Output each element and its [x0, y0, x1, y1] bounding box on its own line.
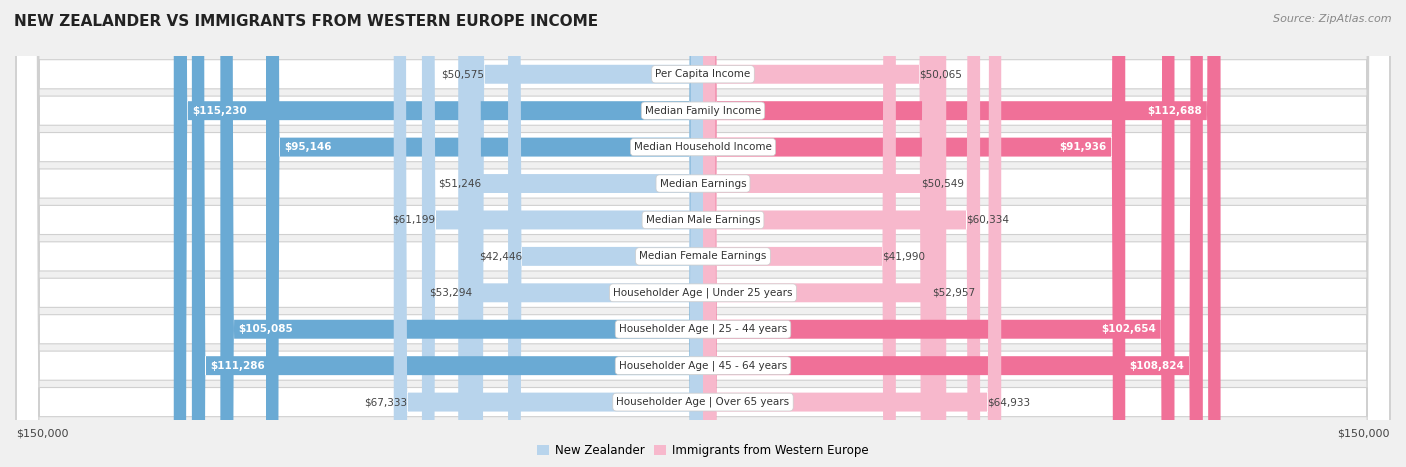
Text: $150,000: $150,000	[17, 428, 69, 439]
FancyBboxPatch shape	[703, 0, 1202, 467]
Text: Median Female Earnings: Median Female Earnings	[640, 251, 766, 262]
Text: $60,334: $60,334	[966, 215, 1010, 225]
Text: $50,575: $50,575	[441, 69, 485, 79]
FancyBboxPatch shape	[458, 0, 703, 467]
FancyBboxPatch shape	[703, 0, 934, 467]
Text: $111,286: $111,286	[211, 361, 264, 371]
FancyBboxPatch shape	[17, 0, 1389, 467]
FancyBboxPatch shape	[174, 0, 703, 467]
Text: $91,936: $91,936	[1060, 142, 1107, 152]
Text: Median Family Income: Median Family Income	[645, 106, 761, 116]
Text: $50,065: $50,065	[920, 69, 962, 79]
FancyBboxPatch shape	[17, 0, 1389, 467]
FancyBboxPatch shape	[468, 0, 703, 467]
Text: $115,230: $115,230	[193, 106, 247, 116]
Text: $53,294: $53,294	[429, 288, 472, 298]
Text: NEW ZEALANDER VS IMMIGRANTS FROM WESTERN EUROPE INCOME: NEW ZEALANDER VS IMMIGRANTS FROM WESTERN…	[14, 14, 598, 29]
Text: $50,549: $50,549	[921, 178, 965, 189]
Text: $51,246: $51,246	[439, 178, 481, 189]
FancyBboxPatch shape	[394, 0, 703, 467]
FancyBboxPatch shape	[703, 0, 1125, 467]
Text: $108,824: $108,824	[1129, 361, 1184, 371]
Text: Householder Age | Under 25 years: Householder Age | Under 25 years	[613, 288, 793, 298]
FancyBboxPatch shape	[703, 0, 946, 467]
Text: Median Earnings: Median Earnings	[659, 178, 747, 189]
Text: $64,933: $64,933	[987, 397, 1031, 407]
FancyBboxPatch shape	[221, 0, 703, 467]
FancyBboxPatch shape	[17, 0, 1389, 467]
Text: $102,654: $102,654	[1101, 324, 1156, 334]
FancyBboxPatch shape	[703, 0, 980, 467]
Text: Source: ZipAtlas.com: Source: ZipAtlas.com	[1274, 14, 1392, 24]
FancyBboxPatch shape	[17, 0, 1389, 467]
Text: Median Male Earnings: Median Male Earnings	[645, 215, 761, 225]
Text: $41,990: $41,990	[882, 251, 925, 262]
FancyBboxPatch shape	[703, 0, 1174, 467]
Text: $95,146: $95,146	[284, 142, 332, 152]
FancyBboxPatch shape	[17, 0, 1389, 467]
FancyBboxPatch shape	[703, 0, 1001, 467]
Text: $112,688: $112,688	[1147, 106, 1202, 116]
Text: Householder Age | Over 65 years: Householder Age | Over 65 years	[616, 397, 790, 407]
Text: $105,085: $105,085	[239, 324, 294, 334]
Text: $61,199: $61,199	[392, 215, 436, 225]
Text: Householder Age | 25 - 44 years: Householder Age | 25 - 44 years	[619, 324, 787, 334]
FancyBboxPatch shape	[17, 0, 1389, 467]
FancyBboxPatch shape	[471, 0, 703, 467]
Text: $67,333: $67,333	[364, 397, 408, 407]
Text: $150,000: $150,000	[1337, 428, 1389, 439]
FancyBboxPatch shape	[17, 0, 1389, 467]
FancyBboxPatch shape	[17, 0, 1389, 467]
FancyBboxPatch shape	[191, 0, 703, 467]
Text: $42,446: $42,446	[478, 251, 522, 262]
FancyBboxPatch shape	[17, 0, 1389, 467]
FancyBboxPatch shape	[508, 0, 703, 467]
FancyBboxPatch shape	[703, 0, 1220, 467]
Text: Median Household Income: Median Household Income	[634, 142, 772, 152]
FancyBboxPatch shape	[703, 0, 896, 467]
Text: Per Capita Income: Per Capita Income	[655, 69, 751, 79]
FancyBboxPatch shape	[266, 0, 703, 467]
FancyBboxPatch shape	[422, 0, 703, 467]
FancyBboxPatch shape	[17, 0, 1389, 467]
Text: Householder Age | 45 - 64 years: Householder Age | 45 - 64 years	[619, 361, 787, 371]
Text: $52,957: $52,957	[932, 288, 976, 298]
FancyBboxPatch shape	[703, 0, 935, 467]
Legend: New Zealander, Immigrants from Western Europe: New Zealander, Immigrants from Western E…	[533, 439, 873, 462]
